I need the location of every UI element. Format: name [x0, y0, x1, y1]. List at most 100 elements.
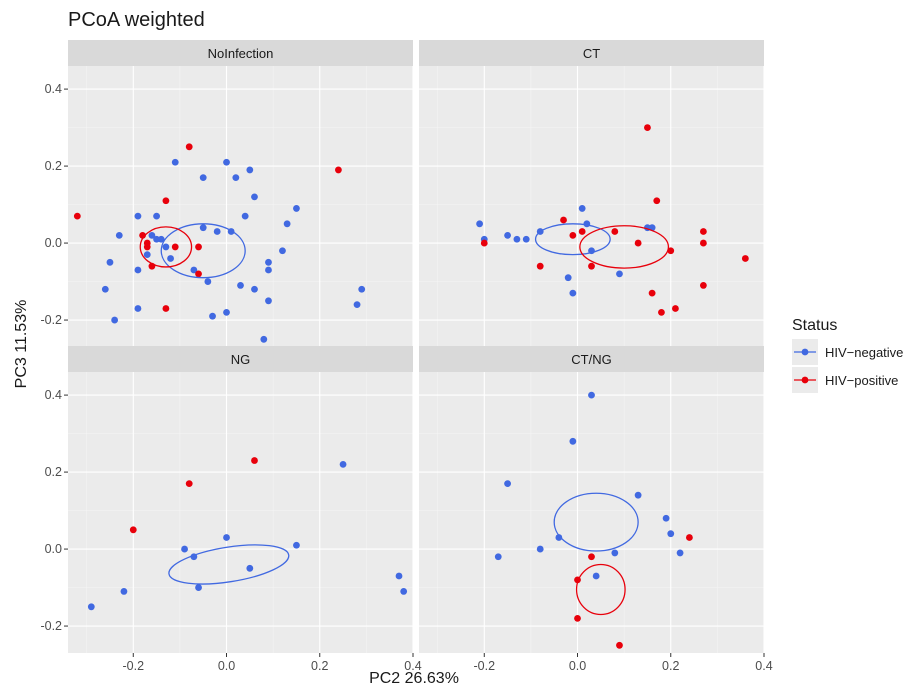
point-hiv-negative — [251, 285, 258, 293]
facet-label-ct-ng: CT/NG — [571, 352, 611, 367]
point-hiv-positive — [195, 243, 202, 251]
point-hiv-positive — [185, 480, 193, 488]
point-hiv-positive — [686, 534, 693, 541]
point-hiv-positive — [129, 526, 137, 534]
point-hiv-positive — [648, 289, 656, 297]
point-hiv-negative — [148, 231, 156, 239]
point-hiv-negative — [213, 228, 221, 235]
point-hiv-positive — [611, 228, 619, 235]
point-hiv-negative — [676, 549, 684, 557]
point-hiv-negative — [662, 514, 670, 522]
point-hiv-negative — [358, 285, 366, 293]
legend: Status HIV−negative HIV−positive — [792, 317, 903, 393]
point-hiv-negative — [564, 274, 572, 282]
point-hiv-positive — [634, 239, 642, 247]
panel-background-ct-ng — [419, 372, 764, 653]
point-hiv-negative — [476, 220, 484, 228]
facet-strip-ct-ng — [419, 346, 764, 372]
point-hiv-positive — [644, 124, 651, 131]
x-tick-label: -0.2 — [473, 659, 495, 673]
point-hiv-positive — [699, 228, 707, 235]
point-hiv-negative — [232, 174, 240, 182]
point-hiv-positive — [741, 255, 749, 262]
point-hiv-positive — [653, 197, 661, 205]
point-hiv-negative — [157, 235, 165, 243]
point-hiv-negative — [106, 258, 114, 266]
legend-point-hiv-negative — [801, 348, 809, 356]
confidence-ellipse-hiv-negative — [553, 492, 639, 552]
point-hiv-negative — [171, 158, 179, 166]
facet-panel-ng: NG -0.2 0.0 0.2 0.4 -0.2 0.0 0.2 0.4 — [40, 346, 422, 673]
point-hiv-negative — [195, 584, 202, 591]
point-hiv-negative — [223, 534, 230, 541]
x-tick-label: 0.2 — [662, 659, 679, 673]
x-tick-label: 0.4 — [755, 659, 772, 673]
facet-panels: NoInfection -0.2 0.0 0.2 0.4 CT NG -0.2 0.0 0.2 0.… — [40, 40, 773, 673]
point-hiv-negative — [569, 437, 577, 445]
point-hiv-negative — [115, 231, 123, 239]
point-hiv-negative — [246, 564, 254, 572]
point-hiv-positive — [536, 262, 544, 270]
point-hiv-negative — [251, 193, 258, 201]
point-hiv-positive — [699, 239, 707, 247]
point-hiv-negative — [134, 266, 142, 274]
x-tick-label: 0.2 — [311, 659, 328, 673]
x-tick-label: 0.4 — [404, 659, 421, 673]
point-hiv-positive — [588, 262, 595, 270]
point-hiv-negative — [293, 205, 300, 212]
facet-strip-ct — [419, 40, 764, 66]
point-hiv-negative — [134, 305, 142, 312]
legend-label-hiv-negative: HIV−negative — [825, 345, 903, 360]
point-hiv-negative — [153, 235, 160, 243]
confidence-ellipse-hiv-negative — [168, 544, 290, 585]
point-hiv-negative — [134, 212, 142, 220]
point-hiv-negative — [513, 235, 521, 243]
legend-title: Status — [792, 317, 837, 334]
point-hiv-positive — [672, 305, 679, 312]
panel-background-ng — [68, 372, 413, 653]
point-hiv-positive — [699, 282, 707, 289]
point-hiv-negative — [588, 391, 595, 399]
point-hiv-positive — [335, 166, 342, 174]
point-hiv-negative — [265, 297, 272, 305]
point-hiv-negative — [162, 243, 170, 251]
confidence-ellipse-hiv-negative — [160, 223, 246, 279]
panel-background-ct — [419, 66, 764, 347]
facet-panel-noinfection: NoInfection -0.2 0.0 0.2 0.4 — [40, 40, 414, 347]
facet-strip-noinfection — [68, 40, 413, 66]
point-hiv-negative — [353, 301, 361, 309]
point-hiv-negative — [120, 588, 128, 595]
point-hiv-negative — [199, 174, 207, 182]
point-hiv-negative — [167, 255, 174, 262]
point-hiv-negative — [283, 220, 291, 228]
point-hiv-positive — [560, 216, 567, 224]
point-hiv-positive — [162, 305, 170, 312]
legend-label-hiv-positive: HIV−positive — [825, 373, 898, 388]
point-hiv-positive — [251, 457, 258, 464]
point-hiv-negative — [522, 235, 530, 243]
x-axis-title: PC2 26.63% — [369, 670, 459, 684]
point-hiv-positive — [574, 614, 581, 622]
y-tick-label: -0.2 — [40, 619, 62, 633]
point-hiv-positive — [667, 247, 675, 255]
point-hiv-negative — [265, 258, 272, 266]
facet-strip-ng — [68, 346, 413, 372]
point-hiv-negative — [592, 572, 600, 580]
point-hiv-negative — [260, 335, 268, 343]
point-hiv-negative — [395, 572, 403, 580]
y-tick-label: 0.0 — [45, 542, 62, 556]
point-hiv-negative — [504, 231, 511, 239]
panel-background-noinfection — [68, 66, 413, 347]
point-hiv-positive — [185, 143, 193, 151]
y-tick-label: 0.2 — [45, 465, 62, 479]
point-hiv-positive — [73, 212, 81, 220]
point-hiv-negative — [143, 251, 151, 259]
point-hiv-positive — [616, 641, 623, 649]
y-tick-label: 0.0 — [45, 236, 62, 250]
x-tick-label: -0.2 — [122, 659, 144, 673]
point-hiv-negative — [265, 266, 272, 274]
point-hiv-positive — [480, 239, 488, 247]
point-hiv-negative — [279, 247, 286, 255]
point-hiv-negative — [209, 312, 216, 320]
point-hiv-negative — [153, 212, 160, 220]
